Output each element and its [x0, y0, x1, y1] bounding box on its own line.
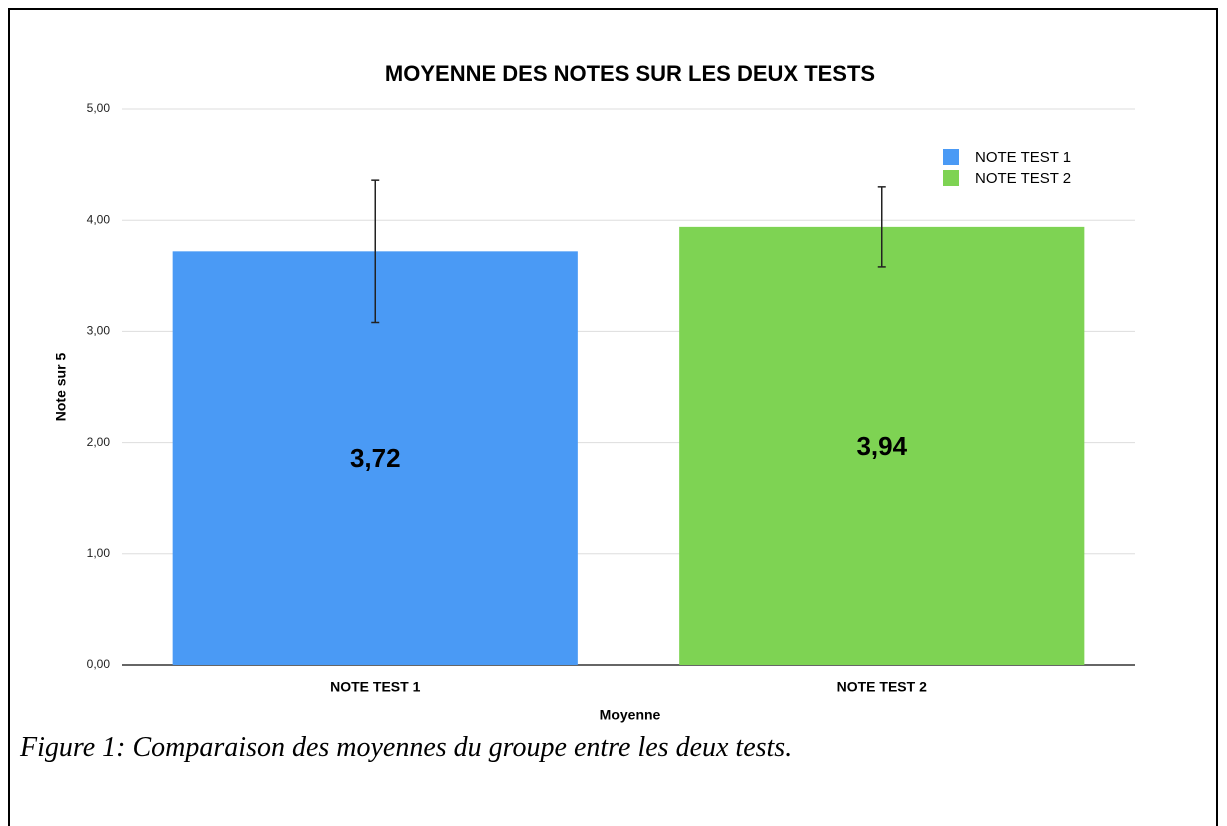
y-tick-label: 1,00 — [87, 546, 111, 560]
data-label: 3,94 — [856, 431, 907, 461]
legend-swatch — [943, 149, 959, 165]
legend-label: NOTE TEST 1 — [975, 149, 1071, 166]
y-tick-label: 5,00 — [87, 101, 111, 115]
x-axis-label: Moyenne — [600, 707, 661, 723]
data-label: 3,72 — [350, 443, 401, 473]
error-bar — [877, 186, 886, 268]
y-tick-label: 3,00 — [87, 324, 111, 338]
y-axis-label: Note sur 5 — [53, 353, 69, 422]
x-tick-label: NOTE TEST 1 — [330, 679, 420, 695]
x-tick-label: NOTE TEST 2 — [837, 679, 927, 695]
bar — [679, 226, 1085, 665]
caption: Figure 1: Comparaison des moyennes du gr… — [20, 732, 793, 763]
legend-swatch — [943, 170, 959, 186]
frame — [8, 8, 1218, 826]
y-tick-label: 4,00 — [87, 212, 111, 226]
y-tick-label: 0,00 — [87, 657, 111, 671]
legend-label: NOTE TEST 2 — [975, 170, 1071, 187]
y-tick-label: 2,00 — [87, 435, 111, 449]
error-bar — [371, 179, 380, 324]
chart-title: MOYENNE DES NOTES SUR LES DEUX TESTS — [385, 61, 875, 86]
